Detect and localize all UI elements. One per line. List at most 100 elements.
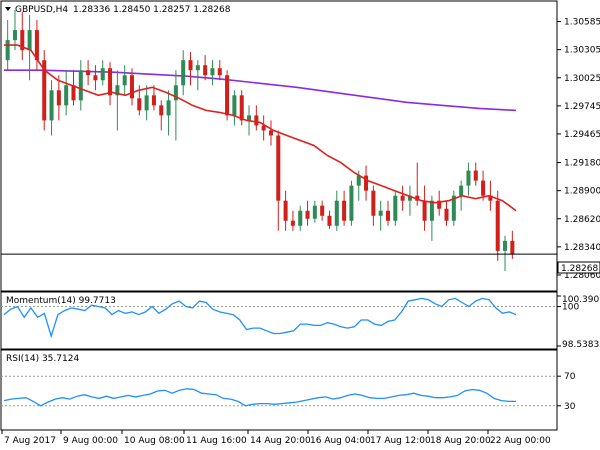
candle-body: [159, 105, 164, 116]
time-tick-label: 17 Aug 12:00: [370, 436, 431, 446]
candle-body: [305, 210, 310, 219]
candle-body: [86, 70, 91, 76]
candle-body: [115, 85, 120, 96]
candle-body: [444, 208, 449, 221]
candle-body: [356, 175, 361, 186]
candle-body: [71, 85, 76, 101]
price-axis-ticks: 1.30585 1.30305 1.30025 1.29745 1.29465 1.291…: [557, 18, 600, 281]
time-tick-label: 18 Aug 20:00: [430, 436, 491, 446]
momentum-panel[interactable]: 100.3905100 98.5383 Momentum(14) 99.7713: [0, 291, 600, 350]
momentum-line: [3, 297, 517, 339]
time-tick-label: 16 Aug 04:00: [310, 436, 371, 446]
candle-body: [225, 75, 230, 116]
candle-body: [42, 60, 47, 121]
candle-body: [415, 195, 420, 201]
time-tick-label: 10 Aug 08:00: [124, 436, 185, 446]
price-tick-label: 1.30025: [564, 74, 600, 84]
rsi-panel[interactable]: 70 30 RSI(14) 35.7124: [0, 349, 576, 431]
candle-body: [481, 180, 486, 196]
candle-body: [173, 85, 178, 101]
candle-body: [210, 68, 215, 76]
candles-group: [5, 10, 515, 271]
candle-body: [334, 200, 339, 226]
candle-body: [400, 195, 405, 201]
momentum-tick-label: 100.3905: [562, 295, 600, 305]
candle-body: [20, 30, 25, 51]
candle-body: [188, 60, 193, 71]
candle-body: [459, 185, 464, 196]
momentum-title: Momentum(14) 99.7713: [6, 296, 116, 306]
candle-body: [349, 185, 354, 221]
candle-body: [108, 68, 113, 96]
candle-body: [151, 95, 156, 106]
candle-body: [393, 195, 398, 221]
price-tick-label: 1.29180: [564, 159, 600, 169]
candle-body: [144, 95, 149, 111]
price-tick-label: 1.28060: [564, 271, 600, 281]
candle-body: [495, 200, 500, 251]
candle-body: [12, 30, 17, 41]
price-tick-label: 1.28900: [564, 187, 600, 197]
candle-body: [203, 65, 208, 76]
candle-body: [488, 195, 493, 201]
candle-body: [298, 210, 303, 226]
rsi-title: RSI(14) 35.7124: [6, 354, 79, 364]
quote-values: 1.28336 1.28450 1.28257 1.28268: [73, 5, 231, 15]
rsi-line: [3, 388, 516, 407]
price-tick-label: 1.30585: [564, 18, 600, 28]
candle-body: [100, 68, 105, 81]
price-box-frame: [557, 261, 600, 274]
candle-body: [254, 115, 259, 126]
sma-fast-path: [4, 44, 517, 212]
title-bar: GBPUSD,H4 1.28336 1.28450 1.28257 1.2826…: [5, 5, 231, 15]
candle-body: [268, 130, 273, 136]
momentum-axis-ticks: 100.3905100 98.5383: [557, 295, 600, 350]
momentum-tick-label: 98.5383: [562, 340, 599, 350]
dropdown-arrow-icon[interactable]: [5, 7, 11, 11]
candle-body: [129, 75, 135, 99]
candle-body: [473, 170, 478, 181]
candle-body: [342, 200, 347, 221]
rsi-panel-frame: [0, 349, 558, 431]
candle-body: [93, 75, 98, 81]
price-panel[interactable]: 1.30585 1.30305 1.30025 1.29745 1.29465 1.291…: [0, 0, 600, 292]
time-axis-labels: 7 Aug 2017 9 Aug 00:00 10 Aug 08:00 11 Aug …: [1, 430, 551, 446]
current-price-label: 1.28268: [561, 264, 598, 274]
candle-body: [64, 85, 69, 106]
time-tick-label: 14 Aug 20:00: [250, 436, 311, 446]
candle-body: [239, 95, 244, 121]
candle-body: [195, 65, 200, 71]
candle-body: [437, 200, 442, 209]
candle-body: [429, 200, 434, 221]
candle-body: [451, 195, 456, 221]
momentum-path: [3, 297, 517, 339]
candle-body: [276, 135, 281, 201]
rsi-path: [3, 388, 516, 407]
candle-body: [27, 30, 32, 51]
candle-body: [466, 170, 471, 186]
candle-body: [122, 75, 127, 86]
candle-body: [312, 205, 317, 219]
candle-body: [385, 210, 391, 221]
candle-body: [327, 215, 332, 226]
candle-body: [283, 200, 288, 221]
time-tick-label: 7 Aug 2017: [4, 436, 56, 446]
candle-body: [217, 68, 222, 76]
rsi-axis-ticks: 70 30: [557, 372, 576, 412]
candle-body: [510, 240, 515, 254]
candle-body: [5, 40, 10, 61]
candle-body: [166, 100, 171, 116]
sma-fast-line: [4, 44, 517, 212]
candle-body: [34, 30, 39, 61]
price-tick-label: 1.29745: [564, 102, 600, 112]
candle-body: [371, 190, 376, 216]
candle-body: [378, 210, 383, 216]
candle-body: [78, 70, 83, 101]
time-tick-label: 11 Aug 16:00: [186, 436, 247, 446]
momentum-tick-label: 100: [562, 303, 579, 313]
candle-body: [181, 60, 186, 86]
price-tick-label: 1.28620: [564, 215, 600, 225]
candle-body: [503, 240, 508, 251]
momentum-panel-frame: [0, 291, 558, 350]
